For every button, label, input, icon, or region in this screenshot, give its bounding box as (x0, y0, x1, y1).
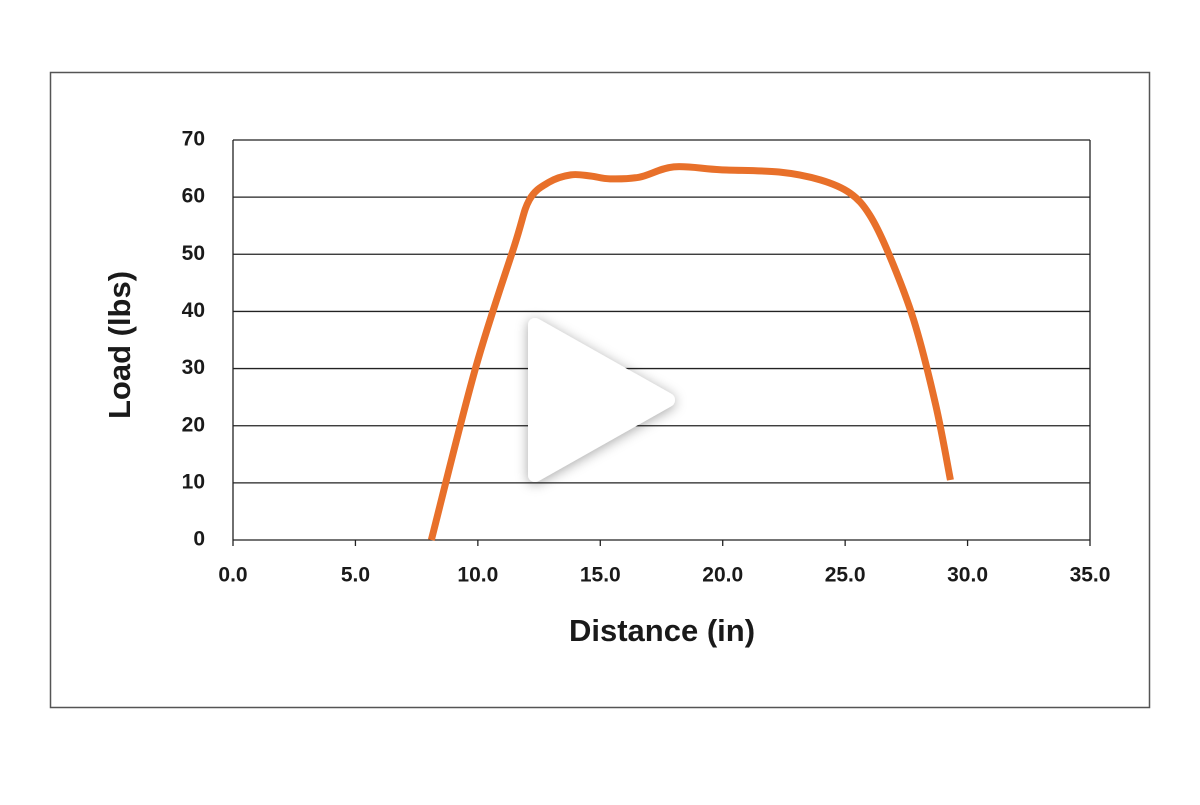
y-tick-label: 10 (182, 470, 205, 493)
x-tick-label: 0.0 (218, 564, 247, 587)
x-tick-label: 10.0 (457, 564, 498, 587)
y-tick-label: 0 (193, 528, 205, 551)
y-tick-label: 30 (182, 356, 205, 379)
y-tick-label: 40 (182, 299, 205, 322)
y-tick-label: 50 (182, 242, 205, 265)
x-tick-label: 25.0 (825, 564, 866, 587)
x-tick-label: 20.0 (702, 564, 743, 587)
x-axis-title: Distance (in) (569, 613, 755, 648)
plot (427, 163, 954, 541)
y-axis-title: Load (lbs) (102, 271, 137, 419)
y-tick-label: 60 (182, 185, 205, 208)
x-tick-label: 35.0 (1070, 564, 1111, 587)
y-tick-label: 70 (182, 128, 205, 151)
x-tick-label: 15.0 (580, 564, 621, 587)
x-tick-label: 5.0 (341, 564, 370, 587)
y-tick-label: 20 (182, 413, 205, 436)
x-tick-label: 30.0 (947, 564, 988, 587)
grid: 0 10 20 30 40 50 60 70 0.0 5.0 10.0 15.0 20.0 25.0 30.… (182, 128, 1111, 587)
play-button[interactable] (528, 318, 675, 482)
data-line (427, 163, 954, 541)
